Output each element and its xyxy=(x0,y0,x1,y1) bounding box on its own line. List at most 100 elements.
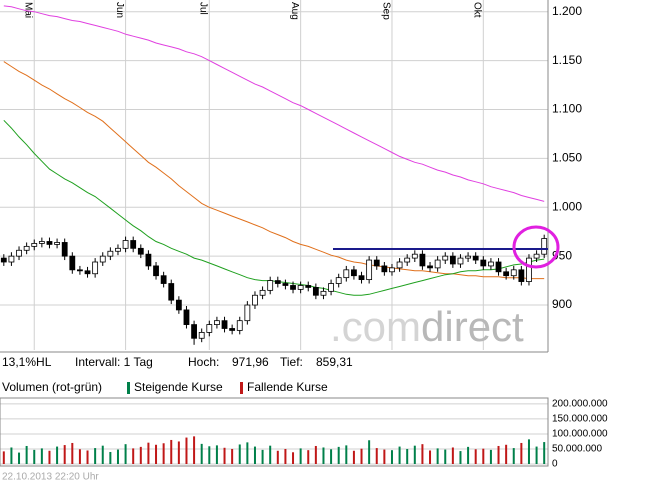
candle-body xyxy=(358,275,365,281)
volume-bar xyxy=(124,444,127,464)
candle-body xyxy=(427,265,433,269)
volume-bar xyxy=(482,448,485,464)
candle-body xyxy=(526,257,532,282)
volume-bar xyxy=(25,445,28,464)
candle-body xyxy=(61,242,68,257)
info-low-label: Tief: xyxy=(280,355,303,369)
candle-body xyxy=(457,257,464,265)
candle-body xyxy=(236,320,243,331)
volume-tick-label: 200.000.000 xyxy=(552,399,608,410)
candle-body xyxy=(160,275,167,284)
volume-tick-label: 50.000.000 xyxy=(552,444,602,455)
candle-body xyxy=(130,240,137,249)
legend-label: Steigende Kurse xyxy=(134,380,223,394)
candle-body xyxy=(290,285,296,290)
candle-body xyxy=(0,257,7,263)
info-low: 859,31 xyxy=(316,355,353,369)
candle-body xyxy=(191,324,197,339)
y-tick-label: 1.150 xyxy=(552,53,582,67)
x-tick-label: Aug xyxy=(289,2,300,20)
candle-body xyxy=(221,320,228,329)
candle-body xyxy=(115,247,121,252)
volume-bar xyxy=(505,444,508,464)
candle-body xyxy=(495,261,502,273)
candle-body xyxy=(366,259,373,281)
x-tick-label: Jun xyxy=(114,2,125,18)
x-tick-label: Okt xyxy=(472,2,483,18)
candle-body xyxy=(274,280,281,284)
y-tick-label: 1.000 xyxy=(552,199,582,213)
volume-bar xyxy=(71,442,74,464)
watermark: .comdirect xyxy=(330,303,524,350)
volume-bar xyxy=(489,449,492,464)
candle-body xyxy=(488,261,494,267)
watermark-com: .com xyxy=(330,303,421,350)
volume-bar xyxy=(390,450,393,464)
candle-body xyxy=(533,253,540,259)
candle-body xyxy=(396,261,403,269)
volume-bar xyxy=(337,446,340,464)
volume-bar xyxy=(543,442,546,464)
volume-bar xyxy=(200,443,203,464)
candle-body xyxy=(259,289,266,296)
candle-body xyxy=(122,240,129,249)
candle-body xyxy=(472,255,479,261)
volume-bar xyxy=(238,444,241,464)
volume-bar xyxy=(299,448,302,464)
volume-tick-label: 150.000.000 xyxy=(552,414,608,425)
candle-body xyxy=(198,332,205,339)
candle-body xyxy=(389,267,395,273)
candle-body xyxy=(282,283,289,286)
candle-body xyxy=(77,269,83,272)
volume-bar xyxy=(215,445,218,464)
volume-bar xyxy=(413,445,416,464)
candle-body xyxy=(8,255,15,263)
legend-label: Fallende Kurse xyxy=(247,380,328,394)
candle-body xyxy=(305,285,312,288)
volume-bar xyxy=(147,442,150,464)
candle-body xyxy=(404,257,411,263)
candle-body xyxy=(510,269,517,277)
volume-bar xyxy=(451,447,454,464)
candle-body xyxy=(381,265,388,273)
volume-bar xyxy=(520,442,523,464)
volume-bar xyxy=(527,439,530,464)
candle-body xyxy=(46,241,53,245)
volume-bar xyxy=(497,445,500,464)
x-tick-label: Jul xyxy=(198,2,209,15)
volume-bar xyxy=(292,452,295,464)
volume-bar xyxy=(261,449,264,464)
volume-bar xyxy=(467,446,470,464)
volume-bar xyxy=(444,449,447,464)
volume-bar xyxy=(170,439,173,464)
candle-body xyxy=(442,255,449,261)
volume-bar xyxy=(162,443,165,464)
candle-body xyxy=(99,255,106,263)
candle-body xyxy=(16,249,22,257)
info-interval: Intervall: 1 Tag xyxy=(75,355,153,369)
candle-body xyxy=(183,309,190,325)
info-range: 13,1%HL xyxy=(2,355,52,369)
candle-body xyxy=(92,261,99,275)
y-tick-label: 900 xyxy=(552,297,572,311)
x-tick-label: Sep xyxy=(380,2,391,20)
volume-bar xyxy=(185,437,188,464)
candle-body xyxy=(419,253,426,267)
moving-average xyxy=(3,119,545,296)
volume-bar xyxy=(406,448,409,464)
volume-bar xyxy=(459,451,462,464)
volume-bar xyxy=(33,449,36,464)
volume-bar xyxy=(109,451,112,464)
candle-body xyxy=(137,247,144,255)
volume-bar xyxy=(94,448,97,464)
candle-body xyxy=(373,259,380,267)
volume-bar xyxy=(223,447,226,464)
volume-bar xyxy=(132,448,135,464)
candle-body xyxy=(434,259,441,269)
volume-bar xyxy=(116,449,119,464)
candle-body xyxy=(69,255,76,271)
volume-bar xyxy=(193,436,196,464)
x-tick-label: Mai xyxy=(23,2,34,18)
info-high: 971,96 xyxy=(232,355,269,369)
